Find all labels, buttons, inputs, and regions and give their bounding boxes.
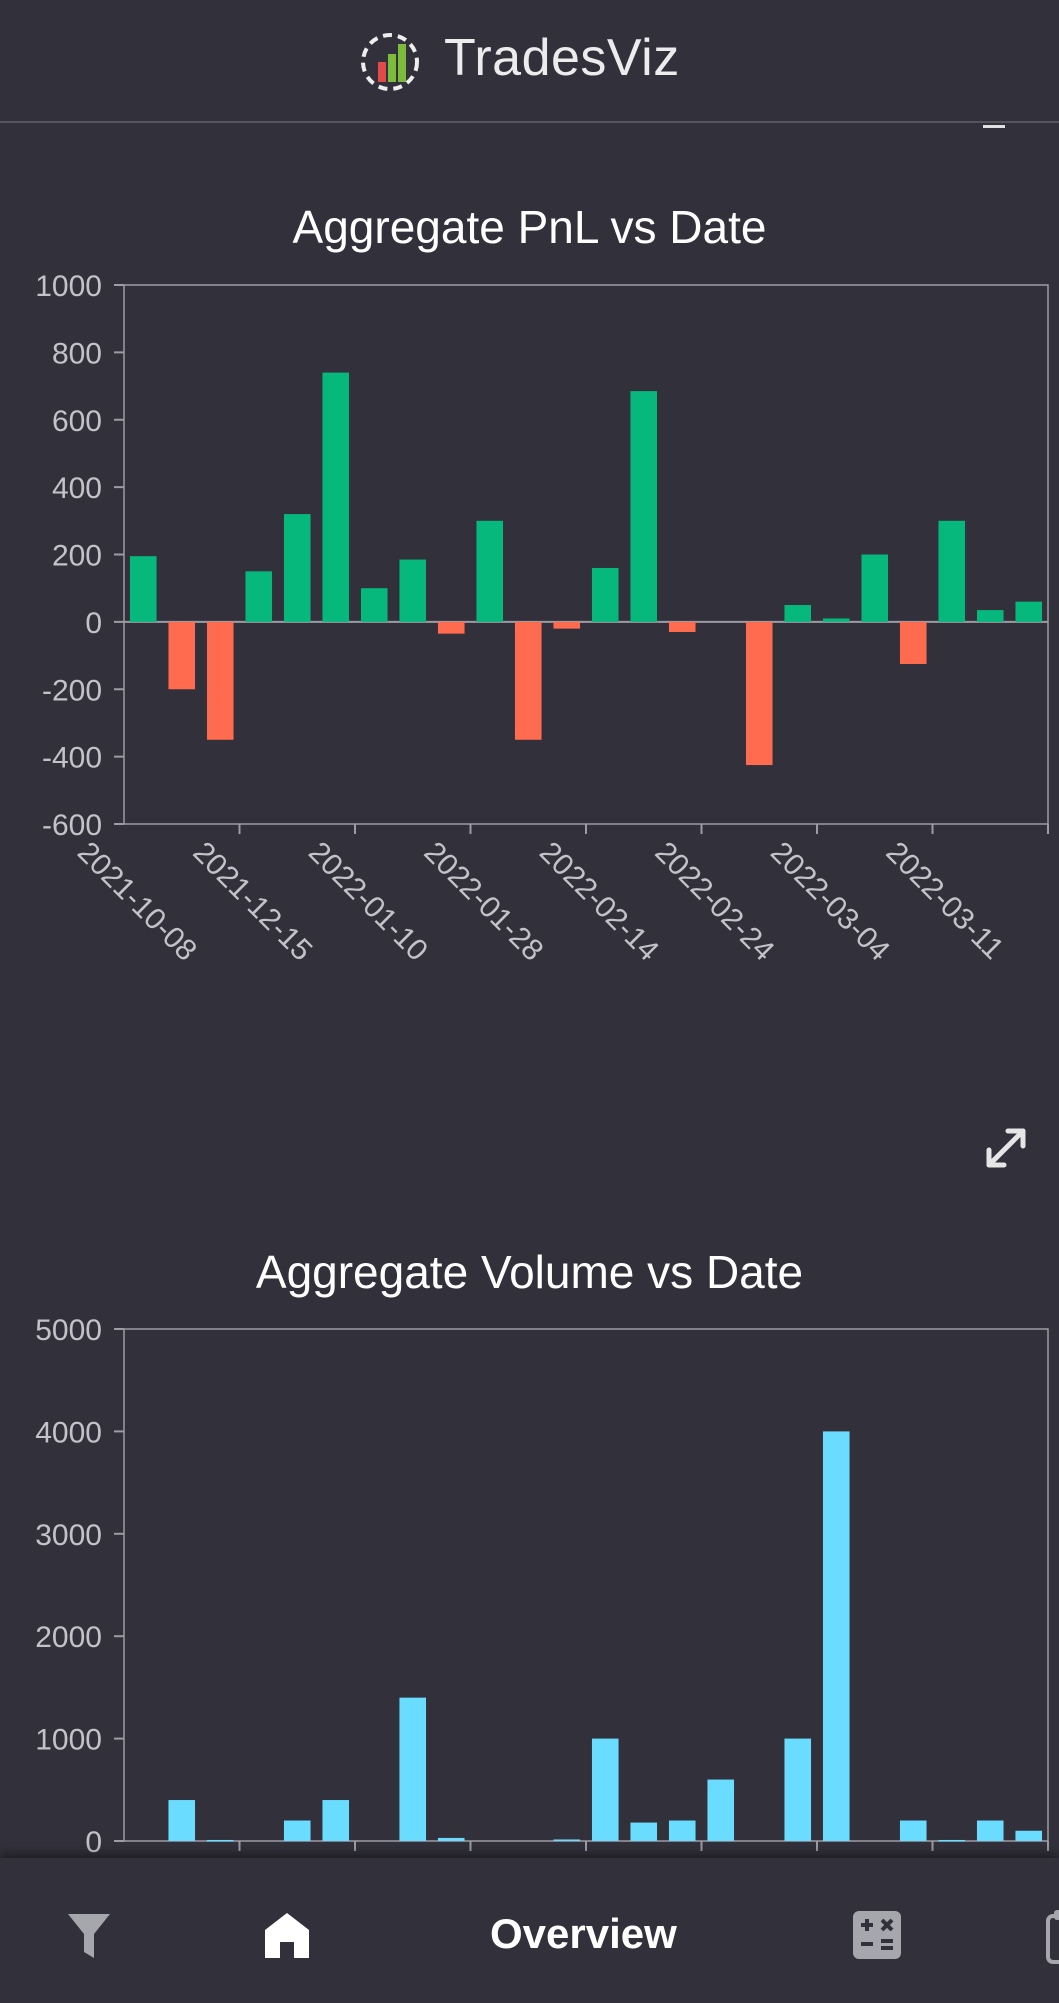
y-tick-label: 4000 xyxy=(35,1416,102,1449)
y-tick-label: 200 xyxy=(52,540,102,573)
bar xyxy=(322,372,350,622)
bar xyxy=(476,520,504,622)
bar xyxy=(514,621,542,740)
y-tick-label: 1000 xyxy=(35,270,102,303)
tradesviz-logo-icon xyxy=(361,33,419,91)
bar xyxy=(437,1837,465,1841)
bar xyxy=(399,1697,427,1841)
expand-icon[interactable] xyxy=(984,1126,1028,1170)
bar xyxy=(553,621,581,629)
bar xyxy=(206,1839,234,1842)
bar xyxy=(168,1800,196,1841)
scroll-indicator xyxy=(983,125,1005,128)
bar xyxy=(899,1820,927,1841)
overview-nav-label[interactable]: Overview xyxy=(490,1910,677,1957)
bar xyxy=(861,554,889,622)
y-tick-label: 0 xyxy=(85,607,102,640)
brand-name: TradesViz xyxy=(444,29,680,87)
y-tick-label: -200 xyxy=(42,674,102,707)
bar xyxy=(206,621,234,740)
bar xyxy=(668,1820,696,1841)
bar xyxy=(283,1820,311,1841)
y-tick-label: 3000 xyxy=(35,1519,102,1552)
y-tick-label: 600 xyxy=(52,405,102,438)
bar xyxy=(283,514,311,622)
plot-frame xyxy=(123,1328,1049,1842)
bar xyxy=(822,618,850,622)
filter-icon[interactable] xyxy=(66,1912,112,1962)
clipboard-icon[interactable] xyxy=(1046,1908,1059,1964)
bar xyxy=(938,520,966,622)
bar xyxy=(822,1431,850,1841)
y-tick-label: -400 xyxy=(42,742,102,775)
bar xyxy=(553,1839,581,1841)
bar xyxy=(976,1820,1004,1841)
y-tick-label: 400 xyxy=(52,472,102,505)
bar xyxy=(168,621,196,690)
bar xyxy=(245,571,273,622)
y-tick-label: 0 xyxy=(85,1826,102,1859)
y-tick-label: 5000 xyxy=(35,1314,102,1347)
bar xyxy=(668,621,696,632)
bar xyxy=(976,610,1004,622)
bar xyxy=(630,1822,658,1841)
bar xyxy=(745,621,773,766)
y-tick-label: 2000 xyxy=(35,1621,102,1654)
bar xyxy=(784,605,812,622)
bar xyxy=(129,556,157,622)
bar xyxy=(899,621,927,664)
bar xyxy=(591,1738,619,1841)
pnl-chart-title: Aggregate PnL vs Date xyxy=(292,201,767,253)
y-tick-label: -600 xyxy=(42,809,102,842)
bottom-navigation: Overview xyxy=(0,1858,1059,2003)
bar xyxy=(399,559,427,622)
bar xyxy=(784,1738,812,1841)
bar xyxy=(1015,1830,1043,1841)
y-tick-label: 1000 xyxy=(35,1724,102,1757)
calculator-icon[interactable] xyxy=(852,1910,902,1960)
bar xyxy=(437,621,465,634)
volume-chart-title: Aggregate Volume vs Date xyxy=(255,1246,804,1298)
home-icon[interactable] xyxy=(262,1910,312,1960)
bar xyxy=(1015,601,1043,622)
pnl-bar-chart[interactable]: 10008006004002000-200-400-6002021-10-082… xyxy=(0,0,1059,1000)
bar xyxy=(360,588,388,622)
y-tick-label: 800 xyxy=(52,337,102,370)
bar xyxy=(322,1800,350,1841)
bar xyxy=(591,567,619,622)
bar xyxy=(938,1839,966,1842)
app-header: TradesViz xyxy=(0,0,1059,123)
bar xyxy=(630,391,658,622)
bar xyxy=(707,1779,735,1841)
